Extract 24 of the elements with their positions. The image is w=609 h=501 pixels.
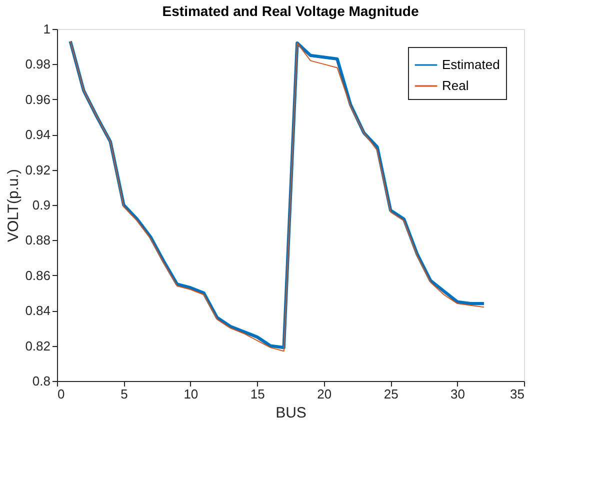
- x-tick-label: 5: [120, 386, 128, 402]
- y-tick-label: 0.94: [25, 127, 50, 142]
- y-tick-label: 0.84: [25, 303, 50, 318]
- y-tick-label: 0.82: [25, 338, 50, 354]
- x-tick-label: 25: [384, 386, 398, 402]
- x-tick-label: 10: [184, 386, 198, 402]
- x-tick-label: 20: [317, 386, 332, 402]
- y-tick-label: 0.86: [25, 268, 50, 283]
- y-tick-label: 1: [43, 22, 50, 36]
- x-tick-label: 15: [250, 386, 265, 402]
- y-tick-label: 0.92: [25, 162, 50, 178]
- x-axis-title: BUS: [276, 404, 306, 422]
- y-tick-label: 0.98: [25, 56, 50, 72]
- y-tick-label: 0.9: [32, 198, 50, 212]
- y-axis-title: VOLT(p.u.): [5, 168, 22, 242]
- y-tick-label: 0.8: [32, 374, 50, 388]
- x-tick-label: 30: [450, 386, 466, 402]
- legend-label: Estimated: [442, 57, 500, 72]
- chart-title: Estimated and Real Voltage Magnitude: [162, 3, 419, 19]
- y-tick-label: 0.96: [25, 92, 50, 107]
- x-tick-label: 0: [58, 386, 65, 402]
- x-tick-label: 35: [510, 386, 524, 402]
- y-tick-label: 0.88: [25, 232, 50, 248]
- legend-label: Real: [442, 78, 469, 93]
